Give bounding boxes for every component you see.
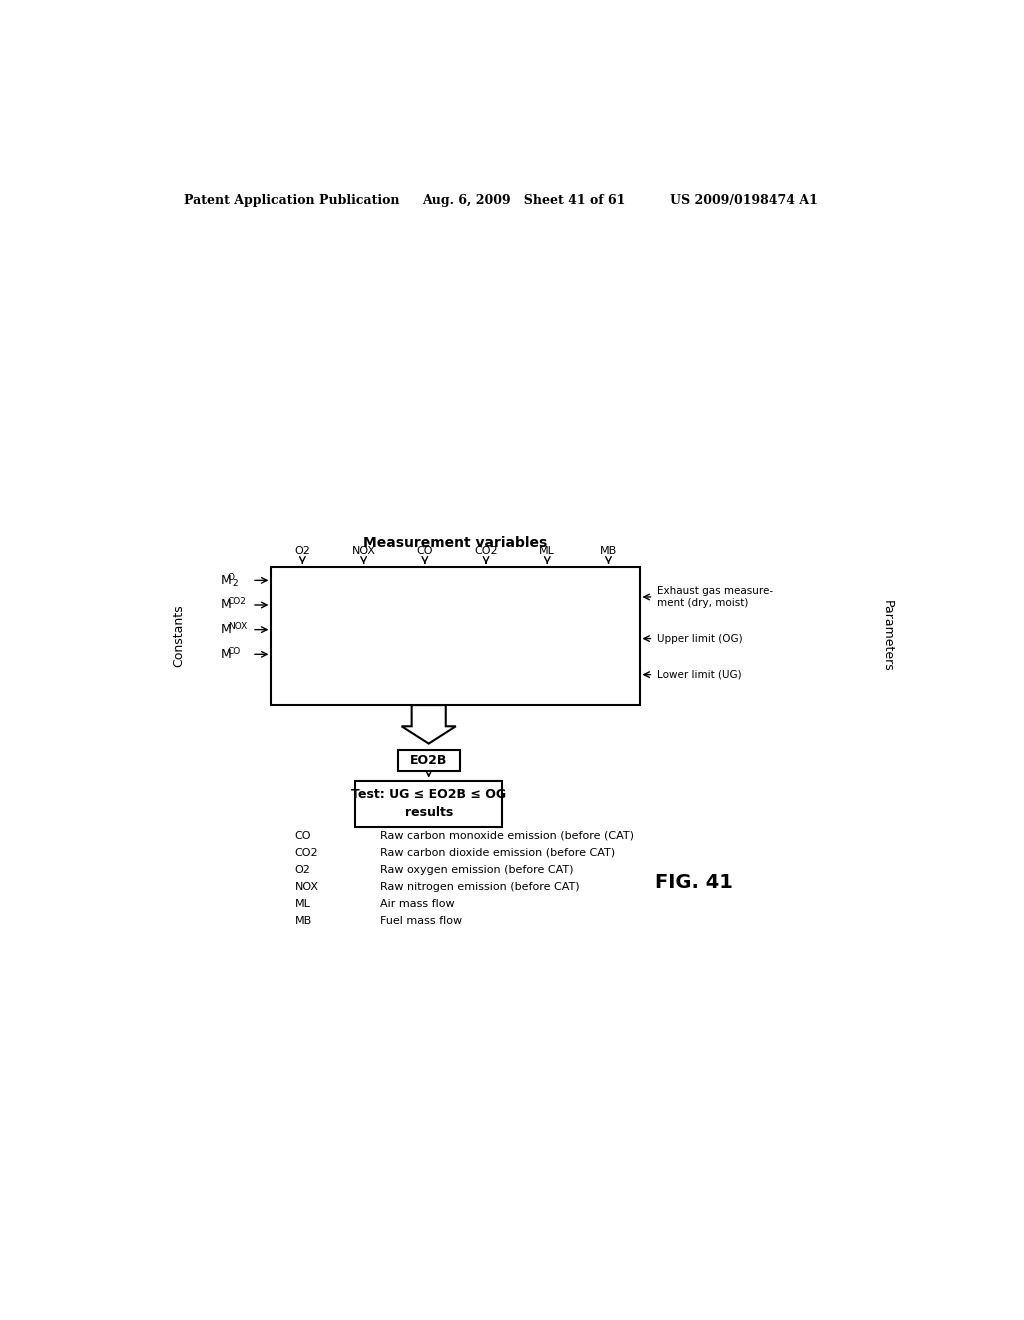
Polygon shape <box>397 750 460 771</box>
Text: ML: ML <box>295 899 310 908</box>
Text: NOX: NOX <box>228 622 247 631</box>
Text: ML: ML <box>540 546 555 556</box>
Text: Measurement variables: Measurement variables <box>364 536 548 550</box>
Text: Parameters: Parameters <box>881 599 894 672</box>
Text: Upper limit (OG): Upper limit (OG) <box>656 634 742 644</box>
Text: M: M <box>221 623 231 636</box>
Text: CO2: CO2 <box>295 847 318 858</box>
Text: CO2: CO2 <box>228 598 247 606</box>
Text: Raw oxygen emission (before CAT): Raw oxygen emission (before CAT) <box>380 865 573 875</box>
Text: M: M <box>221 598 231 611</box>
Text: Raw carbon monoxide emission (before (CAT): Raw carbon monoxide emission (before (CA… <box>380 832 634 841</box>
Text: NOX: NOX <box>351 546 376 556</box>
Text: EO2B: EO2B <box>410 754 447 767</box>
Text: Lower limit (UG): Lower limit (UG) <box>656 669 741 680</box>
Text: Raw carbon dioxide emission (before CAT): Raw carbon dioxide emission (before CAT) <box>380 847 615 858</box>
Text: O2: O2 <box>295 865 310 875</box>
Polygon shape <box>401 705 456 743</box>
Text: Aug. 6, 2009   Sheet 41 of 61: Aug. 6, 2009 Sheet 41 of 61 <box>423 194 626 207</box>
Text: CO: CO <box>295 832 311 841</box>
Polygon shape <box>355 780 503 826</box>
Text: 2: 2 <box>232 579 239 587</box>
Text: CO: CO <box>417 546 433 556</box>
Text: Test: UG ≤ EO2B ≤ OG
results: Test: UG ≤ EO2B ≤ OG results <box>351 788 506 820</box>
Text: US 2009/0198474 A1: US 2009/0198474 A1 <box>671 194 818 207</box>
Text: CO: CO <box>228 647 242 656</box>
Text: MB: MB <box>295 916 312 925</box>
Text: Fuel mass flow: Fuel mass flow <box>380 916 462 925</box>
Text: O: O <box>228 573 234 582</box>
Text: NOX: NOX <box>295 882 318 892</box>
Text: FIG. 41: FIG. 41 <box>655 873 733 892</box>
Text: Air mass flow: Air mass flow <box>380 899 455 908</box>
Text: Constants: Constants <box>172 605 185 667</box>
Text: Patent Application Publication: Patent Application Publication <box>183 194 399 207</box>
Text: Raw nitrogen emission (before CAT): Raw nitrogen emission (before CAT) <box>380 882 580 892</box>
Text: Exhaust gas measure-
ment (dry, moist): Exhaust gas measure- ment (dry, moist) <box>656 586 773 609</box>
Text: O2: O2 <box>295 546 310 556</box>
Text: M: M <box>221 574 231 587</box>
Polygon shape <box>271 566 640 705</box>
Text: M: M <box>221 648 231 661</box>
Text: CO2: CO2 <box>474 546 498 556</box>
Text: MB: MB <box>600 546 617 556</box>
